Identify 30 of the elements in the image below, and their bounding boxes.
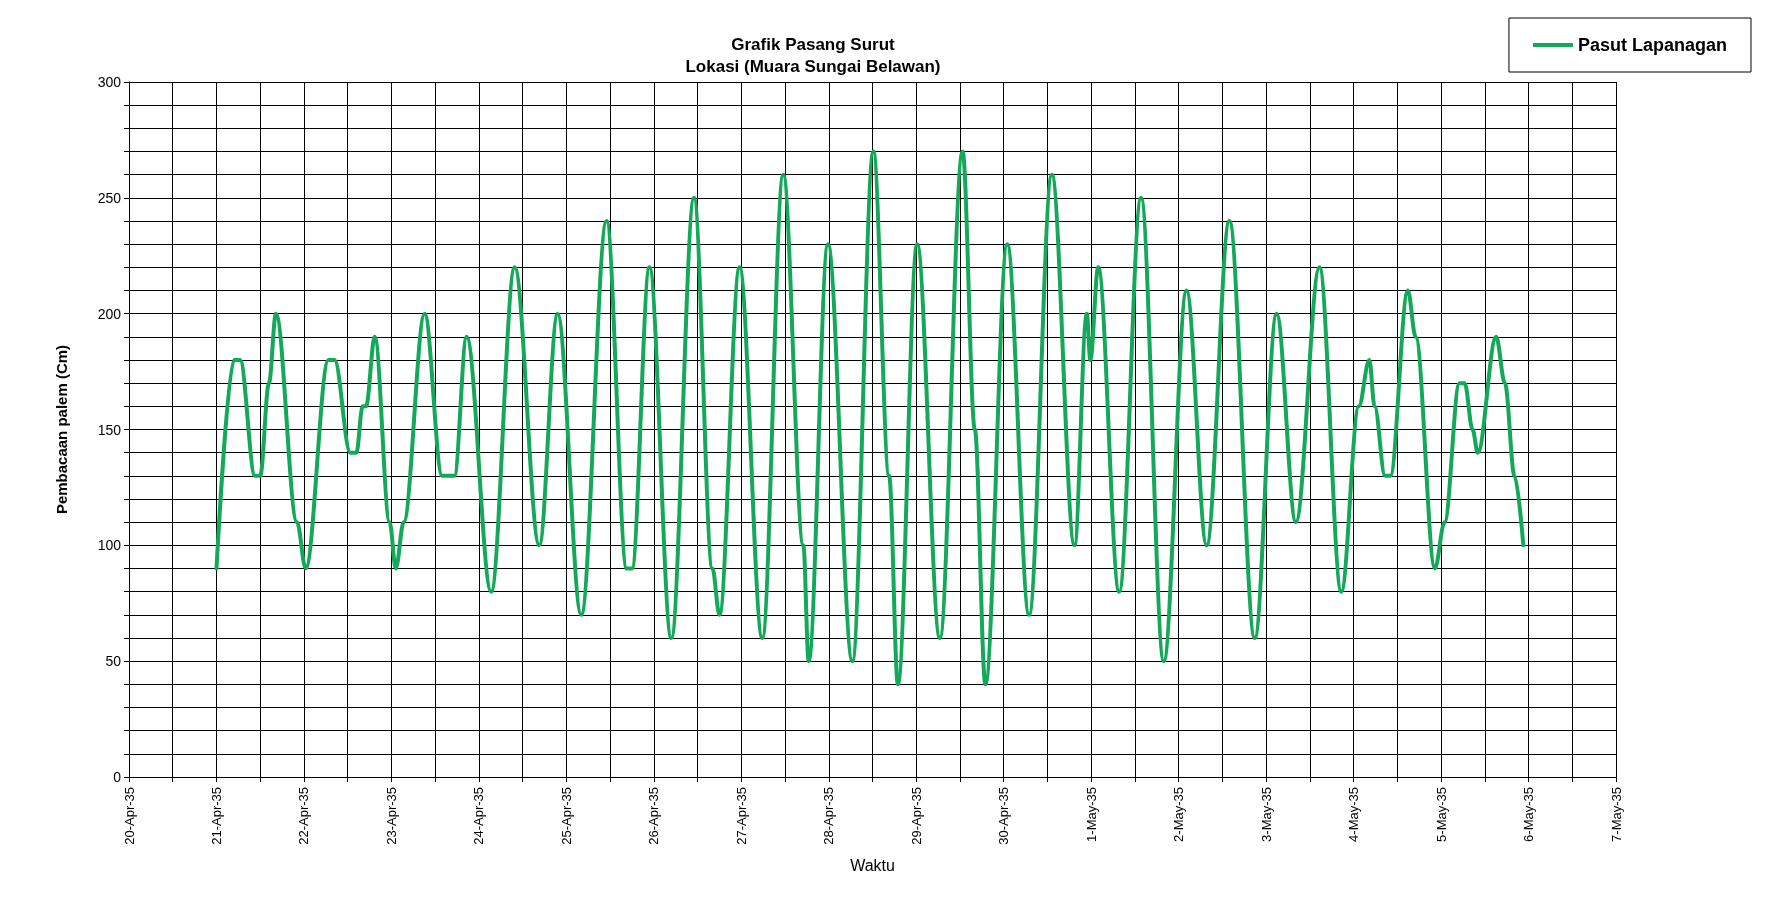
x-tick-label: 28-Apr-35 (821, 787, 837, 845)
y-axis-title: Pembacaan palem (Cm) (53, 344, 70, 515)
x-tick-label: 20-Apr-35 (121, 787, 137, 845)
x-tick-label: 23-Apr-35 (383, 787, 399, 845)
x-tick-label: 21-Apr-35 (208, 787, 224, 845)
legend-label: Pasut Lapanagan (1577, 35, 1728, 55)
x-tick-label: 4-May-35 (1346, 787, 1362, 842)
y-tick-label: 150 (97, 421, 122, 438)
x-tick-label: 7-May-35 (1608, 787, 1624, 842)
x-tick-label: 29-Apr-35 (908, 787, 924, 845)
x-tick-label: 24-Apr-35 (471, 787, 487, 845)
line-series (214, 149, 1526, 687)
chart-title: Grafik Pasang Surut Lokasi (Muara Sungai Belawan) (685, 34, 941, 76)
x-tick-label: 5-May-35 (1433, 787, 1449, 842)
x-tick-label: 26-Apr-35 (646, 787, 662, 845)
y-tick-label: 0 (113, 769, 122, 785)
x-tick-label: 3-May-35 (1258, 787, 1274, 842)
x-tick-label: 6-May-35 (1521, 787, 1537, 842)
x-tick-label: 27-Apr-35 (733, 787, 749, 845)
x-axis-title: Waktu (850, 856, 895, 874)
x-tick-label: 30-Apr-35 (996, 787, 1012, 845)
y-tick-label: 100 (97, 537, 122, 554)
x-tick-label: 22-Apr-35 (296, 787, 312, 845)
x-tick-label: 25-Apr-35 (558, 787, 574, 845)
y-tick-label: 50 (105, 653, 122, 670)
y-tick-label: 300 (97, 74, 122, 90)
x-tick-label: 2-May-35 (1171, 787, 1187, 842)
y-tick-label: 250 (97, 189, 122, 206)
x-tick-label: 1-May-35 (1083, 787, 1099, 842)
y-tick-label: 200 (97, 305, 122, 322)
